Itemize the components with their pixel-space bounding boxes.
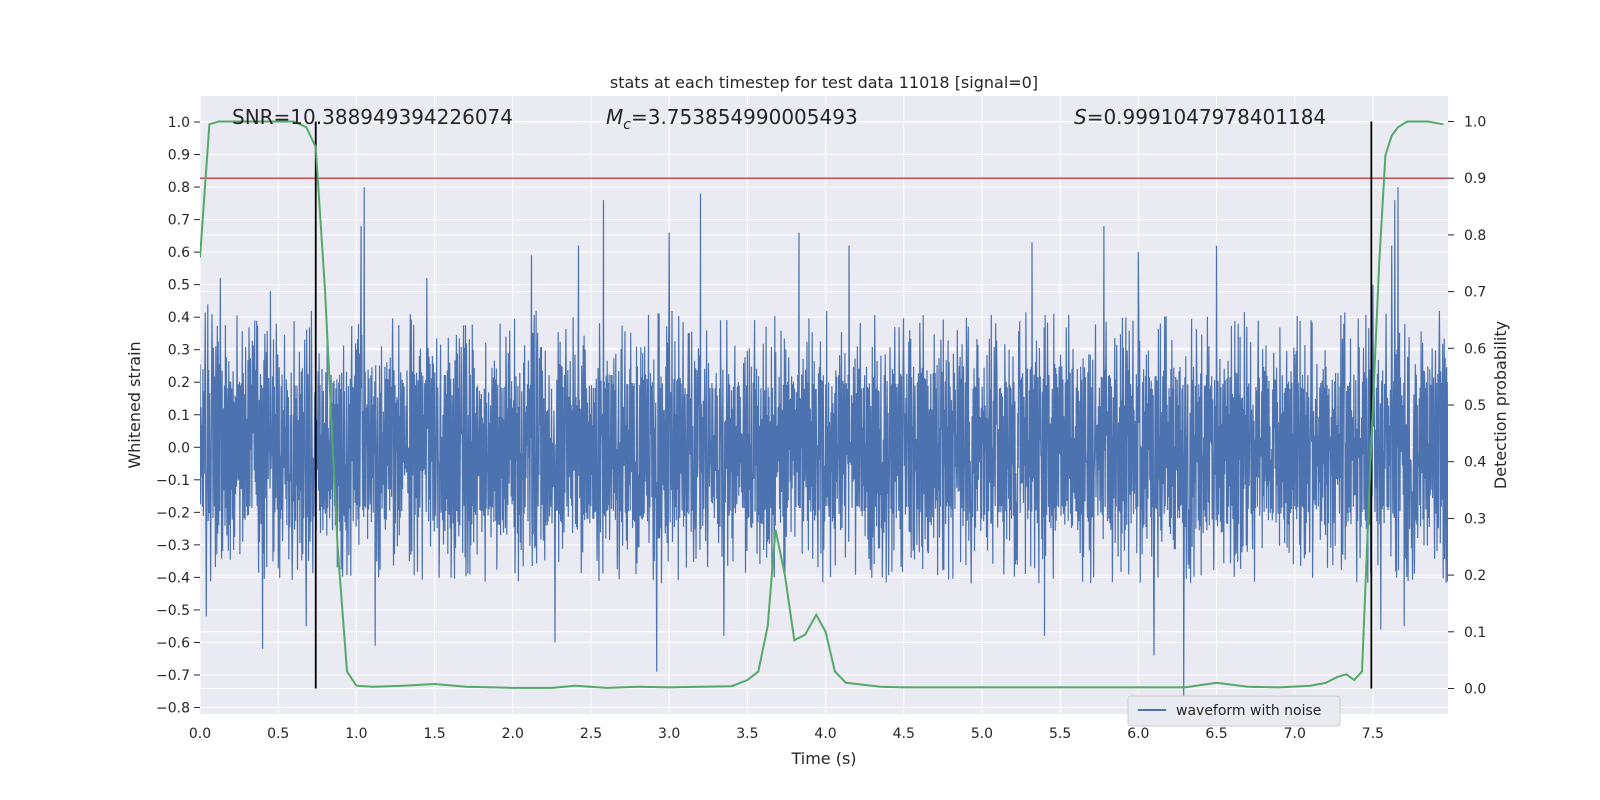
x-tick-label: 7.0 — [1284, 726, 1306, 742]
y2-tick-label: 0.5 — [1464, 398, 1486, 414]
y-axis-right: 1.0 0.9 0.8 0.7 0.6 0.5 0.4 0.3 0.2 0.1 0.0 — [1448, 115, 1486, 697]
chirp-mass-symbol: M — [606, 105, 623, 129]
s-annotation: S=0.9991047978401184 — [1074, 105, 1326, 129]
chirp-mass-value: =3.753854990005493 — [631, 105, 858, 129]
x-tick-label: 4.5 — [893, 726, 915, 742]
y-tick-label: 0.1 — [168, 408, 190, 424]
legend-entry-waveform: waveform with noise — [1176, 703, 1321, 719]
snr-annotation: SNR=10.388949394226074 — [232, 105, 513, 129]
y-tick-label: −0.5 — [156, 603, 190, 619]
x-tick-label: 3.0 — [658, 726, 680, 742]
y-tick-label: 0.0 — [168, 440, 190, 456]
y-tick-label: 0.9 — [168, 148, 190, 164]
y-tick-label: −0.7 — [156, 668, 190, 684]
waveform-noise-line — [200, 187, 1448, 698]
s-symbol: S — [1074, 105, 1087, 129]
y-axis-left: 1.0 0.9 0.8 0.7 0.6 0.5 0.4 0.3 0.2 0.1 0.0 −0.1 −0.… — [156, 115, 200, 716]
y-tick-label: 0.3 — [168, 343, 190, 359]
y-tick-label: −0.6 — [156, 635, 190, 651]
y2-tick-label: 0.9 — [1464, 171, 1486, 187]
chirp-mass-annotation: Mc=3.753854990005493 — [606, 105, 858, 133]
y-axis-label: Whitened strain — [125, 341, 144, 468]
y-tick-label: 1.0 — [168, 115, 190, 131]
y2-tick-label: 0.0 — [1464, 681, 1486, 697]
x-tick-label: 4.0 — [814, 726, 836, 742]
y-tick-label: 0.4 — [168, 310, 190, 326]
y-tick-label: −0.3 — [156, 538, 190, 554]
y2-tick-label: 1.0 — [1464, 115, 1486, 131]
x-tick-label: 1.5 — [423, 726, 445, 742]
y-tick-label: 0.7 — [168, 213, 190, 229]
x-axis-label: Time (s) — [790, 749, 856, 768]
probability-line — [200, 120, 1444, 689]
x-tick-label: 1.0 — [345, 726, 367, 742]
x-tick-label: 5.5 — [1049, 726, 1071, 742]
detection-probability-series — [200, 120, 1444, 689]
legend-box — [1127, 695, 1341, 727]
y2-tick-label: 0.2 — [1464, 568, 1486, 584]
y-tick-label: −0.1 — [156, 473, 190, 489]
x-tick-label: 6.0 — [1127, 726, 1149, 742]
x-tick-label: 7.5 — [1362, 726, 1384, 742]
x-tick-label: 3.5 — [736, 726, 758, 742]
y-tick-label: 0.2 — [168, 375, 190, 391]
y-tick-label: −0.4 — [156, 570, 190, 586]
chart-title: stats at each timestep for test data 110… — [610, 73, 1038, 92]
y2-tick-label: 0.1 — [1464, 625, 1486, 641]
y2-tick-label: 0.4 — [1464, 455, 1486, 471]
x-tick-label: 5.0 — [971, 726, 993, 742]
overlay-lines — [200, 121, 1448, 689]
y2-tick-label: 0.7 — [1464, 285, 1486, 301]
y2-tick-label: 0.8 — [1464, 228, 1486, 244]
y2-axis-label: Detection probability — [1491, 321, 1510, 489]
waveform-with-noise-series — [200, 187, 1448, 698]
x-tick-label: 0.0 — [189, 726, 211, 742]
s-value: =0.9991047978401184 — [1087, 105, 1326, 129]
chirp-mass-subscript: c — [623, 117, 631, 133]
legend: waveform with noise — [1127, 695, 1341, 727]
y-tick-label: 0.5 — [168, 278, 190, 294]
x-tick-label: 6.5 — [1205, 726, 1227, 742]
x-axis: 0.0 0.5 1.0 1.5 2.0 2.5 3.0 3.5 4.0 4.5 5.0 5.5 6.0 6… — [189, 726, 1384, 742]
y2-tick-label: 0.3 — [1464, 511, 1486, 527]
x-tick-label: 2.0 — [502, 726, 524, 742]
x-tick-label: 2.5 — [580, 726, 602, 742]
y-tick-label: 0.8 — [168, 180, 190, 196]
y-tick-label: −0.8 — [156, 700, 190, 716]
y-tick-label: 0.6 — [168, 245, 190, 261]
y-tick-label: −0.2 — [156, 505, 190, 521]
x-tick-label: 0.5 — [267, 726, 289, 742]
y2-tick-label: 0.6 — [1464, 341, 1486, 357]
